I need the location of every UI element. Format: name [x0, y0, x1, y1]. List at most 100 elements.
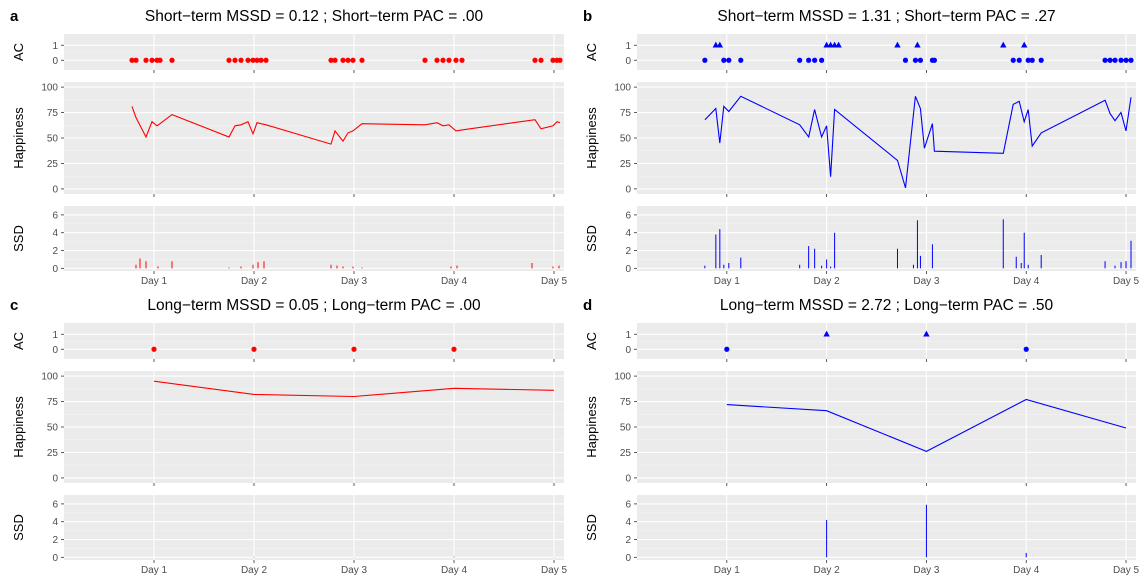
ac-background: [637, 34, 1136, 70]
chart-title: Short−term MSSD = 0.12 ; Short−term PAC …: [145, 8, 484, 25]
happiness-tick-label: 50: [620, 423, 632, 434]
happiness-tick-label: 100: [614, 372, 631, 383]
happiness-axis-label: Happiness: [11, 107, 26, 169]
ac-axis-label: AC: [584, 43, 599, 61]
happiness-tick-label: 100: [41, 372, 58, 383]
ac-background: [637, 323, 1136, 359]
happiness-strip: 0 25 50 75 100 Happiness: [584, 82, 1136, 195]
ac-point-circle: [1010, 57, 1016, 63]
ac-point-circle: [912, 57, 919, 63]
ac-point-circle: [1128, 57, 1134, 63]
x-tick-label: Day 4: [1013, 276, 1040, 287]
ssd-tick-label: 6: [52, 499, 58, 510]
x-tick-label: Day 3: [913, 276, 940, 287]
ssd-tick-label: 6: [625, 210, 631, 221]
ac-point-circle: [258, 57, 264, 63]
happiness-tick-label: 75: [47, 108, 59, 119]
happiness-tick-label: 0: [625, 184, 631, 195]
ac-point-circle: [350, 57, 356, 63]
ac-tick-label: 1: [52, 41, 58, 52]
ssd-tick-label: 4: [625, 517, 631, 528]
happiness-axis-label: Happiness: [584, 396, 599, 458]
ssd-background: [64, 206, 564, 271]
ac-point-triangle: [914, 41, 921, 48]
ssd-strip: 0 2 4 6 SSD: [11, 206, 564, 275]
happiness-tick-label: 25: [620, 448, 632, 459]
ssd-tick-label: 6: [52, 210, 58, 221]
ac-point-circle: [797, 57, 803, 63]
chart-title: Long−term MSSD = 0.05 ; Long−term PAC = …: [147, 297, 481, 314]
happiness-tick-label: 100: [614, 83, 631, 94]
happiness-tick-label: 25: [47, 448, 59, 459]
ac-tick-label: 1: [52, 330, 58, 341]
ac-point-circle: [446, 57, 452, 63]
x-tick-label: Day 3: [341, 276, 368, 287]
happiness-tick-label: 75: [47, 397, 59, 408]
ac-point-circle: [133, 57, 139, 63]
ac-tick-label: 0: [625, 56, 631, 67]
ssd-tick-label: 2: [625, 535, 631, 546]
ssd-tick-label: 2: [52, 246, 58, 257]
happiness-tick-label: 50: [47, 134, 59, 145]
ac-point-circle: [917, 57, 924, 63]
ac-point-circle: [129, 57, 135, 63]
ac-point-triangle: [894, 41, 901, 48]
x-tick-label: Day 4: [1013, 565, 1040, 576]
happiness-tick-label: 0: [52, 473, 58, 484]
ac-strip: 0 1 AC: [11, 34, 564, 70]
ac-point-circle: [151, 346, 157, 352]
ssd-axis-label: SSD: [11, 514, 26, 541]
ac-point-circle: [702, 57, 708, 63]
panel-a: a Short−term MSSD = 0.12 ; Short−term PAC…: [10, 8, 567, 287]
ac-point-circle: [724, 346, 730, 352]
ssd-strip: 0 2 4 6 SSD: [11, 495, 564, 564]
ac-point-circle: [169, 57, 175, 63]
happiness-strip: 0 25 50 75 100 Happiness: [584, 371, 1136, 484]
panel-label: a: [10, 8, 19, 25]
ac-point-circle: [143, 57, 149, 63]
ac-tick-label: 0: [52, 56, 58, 67]
ac-point-circle: [1107, 57, 1113, 63]
chart-title: Short−term MSSD = 1.31 ; Short−term PAC …: [717, 8, 1055, 25]
x-tick-label: Day 3: [341, 565, 368, 576]
panel-d: d Long−term MSSD = 2.72 ; Long−term PAC =…: [583, 297, 1140, 576]
ac-point-triangle: [1000, 41, 1007, 48]
ac-point-circle: [931, 57, 938, 63]
ac-point-circle: [902, 57, 909, 63]
panel-b: b Short−term MSSD = 1.31 ; Short−term PAC…: [583, 8, 1140, 287]
ssd-axis-label: SSD: [11, 225, 26, 252]
ssd-tick-label: 0: [625, 553, 631, 564]
ssd-tick-label: 6: [625, 499, 631, 510]
ac-point-circle: [557, 57, 563, 63]
happiness-axis-label: Happiness: [584, 107, 599, 169]
ac-point-circle: [1118, 57, 1124, 63]
ac-axis-label: AC: [11, 43, 26, 61]
ac-point-circle: [226, 57, 232, 63]
ssd-background: [64, 495, 564, 560]
ssd-strip: 0 2 4 6 SSD: [584, 206, 1136, 275]
ac-point-circle: [1025, 57, 1031, 63]
ssd-tick-label: 4: [52, 228, 58, 239]
ssd-tick-label: 2: [625, 246, 631, 257]
x-tick-label: Day 2: [814, 565, 841, 576]
ac-point-circle: [332, 57, 338, 63]
x-tick-label: Day 5: [1113, 276, 1140, 287]
x-tick-label: Day 2: [241, 565, 268, 576]
ac-point-circle: [238, 57, 244, 63]
ac-point-circle: [1029, 57, 1035, 63]
happiness-tick-label: 0: [625, 473, 631, 484]
ac-point-circle: [1102, 57, 1108, 63]
ssd-tick-label: 0: [52, 264, 58, 275]
happiness-series-line: [153, 380, 555, 398]
ac-strip: 0 1 AC: [584, 323, 1136, 359]
happiness-series-line: [704, 95, 1132, 189]
ac-point-circle: [819, 57, 825, 63]
ac-point-circle: [726, 57, 732, 63]
ac-point-circle: [149, 57, 155, 63]
happiness-series-line: [131, 106, 561, 145]
ac-point-circle: [251, 346, 257, 352]
ssd-tick-label: 2: [52, 535, 58, 546]
ac-point-circle: [1123, 57, 1129, 63]
x-tick-label: Day 5: [541, 565, 568, 576]
x-tick-label: Day 3: [913, 565, 940, 576]
